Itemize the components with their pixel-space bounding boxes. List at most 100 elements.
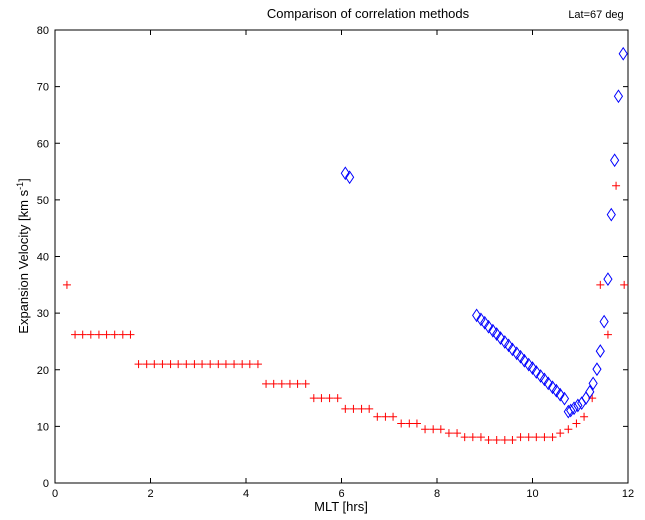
series-1-diamond-marker-0 — [340, 166, 350, 181]
series-0-plus-marker-38 — [365, 404, 374, 413]
series-0-plus-marker-57 — [516, 433, 525, 442]
series-0-plus-marker-43 — [405, 419, 414, 428]
x-tick-label-3: 6 — [338, 488, 344, 500]
series-0-plus-marker-48 — [444, 429, 453, 438]
x-axis-label: MLT [hrs] — [314, 499, 368, 514]
series-0-plus-marker-20 — [221, 360, 230, 369]
series-1-diamond-marker-28 — [573, 398, 583, 413]
series-0-plus-marker-27 — [277, 379, 286, 388]
series-0-plus-marker-61 — [548, 433, 557, 442]
y-axis-label-main: Expansion Velocity [km s — [16, 189, 31, 333]
series-0-plus-marker-54 — [492, 435, 501, 444]
series-0-plus-marker-14 — [174, 360, 183, 369]
series-1-diamond-marker-15 — [524, 357, 534, 372]
series-0-plus-marker-25 — [262, 379, 271, 388]
series-1-diamond-marker-13 — [515, 349, 526, 364]
series-0-plus-marker-21 — [230, 360, 239, 369]
series-1-diamond-marker-22 — [551, 383, 561, 398]
series-1-diamond-marker-10 — [504, 338, 514, 353]
series-0-plus-marker-63 — [564, 425, 573, 434]
data-markers — [62, 46, 629, 444]
series-0-plus-marker-7 — [118, 330, 127, 339]
y-tick-label-7: 70 — [37, 82, 49, 94]
series-0-plus-marker-53 — [484, 435, 493, 444]
series-0-plus-marker-36 — [349, 404, 358, 413]
series-1-diamond-marker-4 — [480, 315, 490, 330]
y-tick-label-0: 0 — [43, 478, 49, 490]
series-1-diamond-marker-7 — [492, 327, 502, 341]
plot-frame — [54, 29, 629, 484]
y-tick-label-3: 30 — [37, 308, 49, 320]
series-0-plus-marker-10 — [142, 360, 151, 369]
series-1-diamond-marker-19 — [539, 372, 550, 387]
x-tick-label-0: 0 — [52, 488, 58, 500]
series-1-diamond-marker-40 — [618, 46, 628, 61]
series-0-plus-marker-12 — [158, 360, 167, 369]
series-1-diamond-marker-38 — [610, 153, 620, 168]
series-0-plus-marker-5 — [102, 330, 111, 339]
y-axis-ticks: 0 10 20 30 40 50 60 70 80 — [37, 25, 628, 490]
series-1-diamond-marker-6 — [488, 323, 498, 338]
series-1-diamond-marker-18 — [536, 369, 546, 383]
series-1-diamond-marker-9 — [500, 335, 510, 349]
series-0-plus-marker-17 — [198, 360, 207, 369]
series-1-diamond-marker-31 — [585, 384, 595, 399]
series-1-diamond-marker-39 — [613, 89, 624, 104]
series-0-plus-marker-19 — [214, 360, 223, 369]
y-axis-label-end: ] — [16, 178, 31, 182]
x-axis-ticks: 0 2 4 6 8 10 12 — [52, 30, 634, 500]
chart-annotation: Lat=67 deg — [568, 9, 623, 21]
series-0-plus-marker-6 — [110, 330, 119, 339]
series-0-plus-marker-3 — [86, 330, 95, 339]
y-tick-label-5: 50 — [37, 195, 49, 207]
series-0-plus-marker-41 — [389, 412, 398, 421]
series-1-diamond-marker-5 — [483, 319, 494, 334]
series-1-diamond-marker-17 — [531, 365, 541, 379]
series-0-plus-marker-46 — [429, 425, 438, 434]
series-0-plus-marker-59 — [532, 433, 541, 442]
series-0-plus-marker-47 — [436, 425, 445, 434]
series-1-diamond-marker-11 — [507, 342, 518, 357]
series-0-plus-marker-52 — [476, 433, 485, 442]
series-0-plus-marker-67 — [596, 280, 605, 289]
series-1-diamond-marker-16 — [527, 361, 538, 375]
series-0-plus-marker-29 — [293, 379, 302, 388]
series-1-diamond-marker-32 — [588, 376, 598, 391]
series-1-diamond-marker-21 — [547, 380, 558, 395]
series-0-plus-marker-22 — [238, 360, 247, 369]
series-0-plus-marker-70 — [620, 280, 629, 289]
series-1-diamond-marker-34 — [595, 344, 605, 358]
y-tick-label-4: 40 — [37, 252, 49, 264]
series-1-diamond-marker-24 — [559, 391, 570, 406]
series-1-diamond-marker-12 — [512, 346, 522, 361]
series-0-plus-marker-39 — [373, 412, 382, 421]
series-0-plus-marker-9 — [134, 360, 143, 369]
series-0-plus-marker-13 — [166, 360, 175, 369]
series-0-plus-marker-65 — [580, 412, 589, 421]
chart-title: Comparison of correlation methods — [267, 6, 470, 21]
series-0-plus-marker-15 — [182, 360, 191, 369]
series-0-plus-marker-69 — [612, 181, 621, 190]
series-0-plus-marker-31 — [309, 394, 318, 403]
series-1-diamond-marker-27 — [569, 401, 579, 416]
y-tick-label-1: 10 — [37, 421, 49, 433]
series-0-plus-marker-68 — [603, 330, 612, 339]
series-1-diamond-marker-26 — [566, 403, 576, 418]
series-0-plus-marker-0 — [62, 280, 71, 289]
y-axis-label-superscript: -1 — [15, 182, 25, 190]
series-0-plus-marker-50 — [460, 433, 469, 442]
series-0-plus-marker-64 — [572, 419, 581, 428]
series-0-plus-marker-28 — [285, 379, 294, 388]
series-1-diamond-marker-23 — [555, 387, 565, 402]
x-tick-label-1: 2 — [147, 488, 153, 500]
series-0-plus-marker-42 — [397, 419, 406, 428]
series-0-plus-marker-8 — [126, 330, 135, 339]
y-tick-label-2: 20 — [37, 365, 49, 377]
x-tick-label-5: 10 — [526, 488, 538, 500]
series-0-plus-marker-1 — [71, 330, 80, 339]
series-1-diamond-marker-8 — [495, 331, 506, 345]
series-0-plus-marker-49 — [453, 429, 462, 438]
x-tick-label-6: 12 — [622, 488, 634, 500]
series-1-diamond-marker-1 — [345, 170, 355, 185]
